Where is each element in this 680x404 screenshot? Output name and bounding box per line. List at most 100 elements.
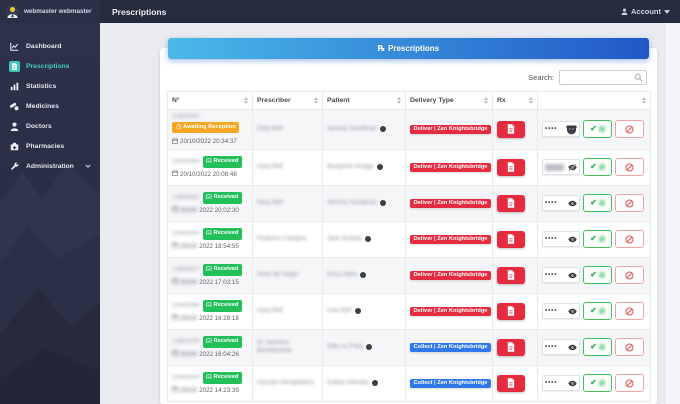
column-header-actions[interactable]: [537, 91, 651, 110]
reject-button[interactable]: [615, 230, 644, 249]
approve-button[interactable]: ✔: [583, 194, 612, 213]
ban-icon: [625, 232, 634, 247]
patient-info-icon[interactable]: [376, 164, 383, 171]
reject-button[interactable]: [615, 120, 644, 139]
eye-icon: [568, 308, 577, 315]
document-icon: [507, 304, 515, 319]
approve-count-chip: [598, 308, 605, 315]
prescriber-name: Gary Bell: [257, 163, 283, 171]
cell-delivery-type: Deliver | Zen Knightsbridge: [405, 256, 493, 294]
prescription-number: 21600417: [172, 266, 200, 274]
sidebar-item-doctors[interactable]: Doctors: [0, 116, 100, 136]
approve-button[interactable]: ✔: [583, 230, 612, 249]
reject-button[interactable]: [615, 302, 644, 321]
patient-info-icon[interactable]: [355, 308, 362, 315]
date-hidden-part: 20/10/: [172, 278, 197, 286]
approve-button[interactable]: ✔: [583, 120, 612, 139]
column-header-delivery-type[interactable]: Delivery Type: [405, 91, 493, 110]
patient-info-icon[interactable]: [366, 344, 373, 351]
rx-document-button[interactable]: [497, 120, 525, 138]
cell-actions: ✔: [537, 148, 651, 186]
patient-name: Lisa DeF: [327, 307, 353, 315]
prescriber-name: Hassan Almujaddich: [257, 379, 315, 387]
cell-rx: [492, 256, 538, 294]
approve-button[interactable]: ✔: [583, 158, 612, 177]
reject-button[interactable]: [615, 374, 644, 393]
column-label: Prescriber: [257, 97, 291, 104]
calendar-check-icon: [206, 338, 212, 346]
status-badge-received: Received: [202, 336, 243, 348]
user-profile-button[interactable]: webmaster webmaster: [0, 0, 100, 23]
patient-info-icon[interactable]: [365, 236, 372, 243]
account-menu-button[interactable]: Account: [621, 7, 670, 16]
approve-button[interactable]: ✔: [583, 266, 612, 285]
rx-document-button[interactable]: [497, 266, 525, 284]
calendar-check-icon: [206, 158, 212, 166]
reject-button[interactable]: [615, 158, 644, 177]
column-header-n-[interactable]: N°: [167, 91, 253, 110]
code-reveal-box[interactable]: ••••: [542, 121, 580, 138]
calendar-icon: [172, 386, 178, 394]
code-reveal-box[interactable]: [542, 159, 580, 176]
column-header-patient[interactable]: Patient: [322, 91, 406, 110]
approve-button[interactable]: ✔: [583, 302, 612, 321]
code-reveal-box[interactable]: ••••: [542, 267, 580, 284]
search-label: Search:: [528, 73, 554, 82]
search-icon[interactable]: [634, 73, 643, 82]
status-badge-awaiting: Awaiting Reception: [172, 122, 240, 134]
reject-button[interactable]: [615, 338, 644, 357]
sidebar-item-administration[interactable]: Administration: [0, 156, 100, 176]
code-reveal-box[interactable]: ••••: [542, 375, 580, 392]
rx-document-button[interactable]: [497, 338, 525, 356]
eye-icon: [568, 272, 577, 279]
delivery-badge-deliver: Deliver | Zen Knightsbridge: [410, 163, 491, 172]
code-reveal-box[interactable]: ••••: [542, 195, 580, 212]
patient-info-icon[interactable]: [380, 126, 387, 133]
reject-button[interactable]: [615, 194, 644, 213]
code-reveal-box[interactable]: ••••: [542, 303, 580, 320]
cell-patient: Dilla nu Para: [322, 328, 406, 366]
rx-document-button[interactable]: [497, 374, 525, 392]
cell-actions: •••• ✔: [537, 256, 651, 294]
sidebar-item-statistics[interactable]: Statistics: [0, 76, 100, 96]
cell-prescriber: Irene de Vargn: [252, 256, 323, 294]
status-label: Received: [213, 338, 239, 345]
sort-icon: [314, 97, 318, 104]
table-header-row: N° Prescriber Patient Delivery Type Rx: [167, 91, 651, 110]
sidebar-item-dashboard[interactable]: Dashboard: [0, 36, 100, 56]
prescription-number: 21600488: [172, 158, 200, 166]
code-reveal-box[interactable]: ••••: [542, 231, 580, 248]
ban-icon: [625, 196, 634, 211]
patient-info-icon[interactable]: [372, 380, 378, 387]
cell-delivery-type: Deliver | Zen Knightsbridge: [405, 184, 493, 222]
date-text: 2022 17:03:15: [199, 278, 239, 286]
delivery-badge-collect: Collect | Zen Knightsbridge: [410, 379, 491, 388]
caret-down-icon: [664, 9, 670, 14]
rx-document-button[interactable]: [497, 230, 525, 248]
approve-button[interactable]: ✔: [583, 338, 612, 357]
table-row: 21600488 Received 20/10/2022 20:08:48 Gary …: [167, 148, 651, 186]
page-scrollbar-track[interactable]: [666, 23, 680, 404]
approve-button[interactable]: ✔: [583, 374, 612, 393]
reject-button[interactable]: [615, 266, 644, 285]
sidebar-item-prescriptions[interactable]: Prescriptions: [0, 56, 100, 76]
patient-info-icon[interactable]: [380, 200, 387, 207]
search-input[interactable]: [563, 74, 634, 81]
sidebar-item-pharmacies[interactable]: Pharmacies: [0, 136, 100, 156]
rx-document-button[interactable]: [497, 302, 525, 320]
ban-icon: [625, 340, 634, 355]
cell-rx: [492, 109, 538, 150]
sort-icon: [529, 97, 533, 104]
prescription-file-icon: [9, 60, 20, 72]
code-reveal-box[interactable]: ••••: [542, 339, 580, 356]
rx-document-button[interactable]: [497, 158, 525, 176]
rx-document-button[interactable]: [497, 194, 525, 212]
status-label: Awaiting Reception: [183, 123, 236, 130]
date-text: 2022 16:04:26: [199, 350, 239, 358]
patient-info-icon[interactable]: [360, 272, 367, 279]
column-header-prescriber[interactable]: Prescriber: [252, 91, 323, 110]
date-text: 20/10/2022 20:34:37: [180, 138, 237, 146]
sidebar-item-medicines[interactable]: Medicines: [0, 96, 100, 116]
column-header-rx[interactable]: Rx: [492, 91, 538, 110]
